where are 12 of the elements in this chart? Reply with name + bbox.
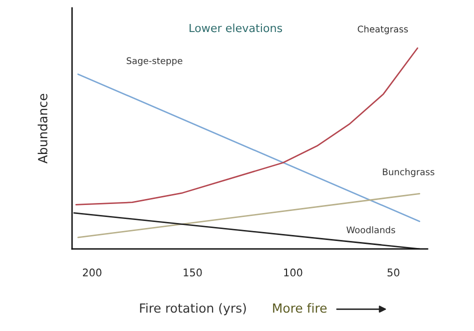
text: More fire [273, 303, 327, 313]
x-tick-label: 200 [82, 268, 102, 276]
x-tick-label: 150 [184, 268, 202, 276]
text: Bunchgrass [382, 168, 434, 178]
series-label: Woodlands [346, 226, 396, 234]
x-tick-label: 50 [388, 268, 400, 276]
x-axis-title: Fire rotation (yrs) [140, 303, 246, 316]
x-tick-label: 100 [284, 268, 302, 276]
y-axis-title: Abundance [38, 94, 48, 164]
series-label: Cheatgrass [358, 25, 408, 34]
chart-title: Lower elevations [190, 24, 282, 32]
text: Sage-steppe [126, 57, 182, 66]
